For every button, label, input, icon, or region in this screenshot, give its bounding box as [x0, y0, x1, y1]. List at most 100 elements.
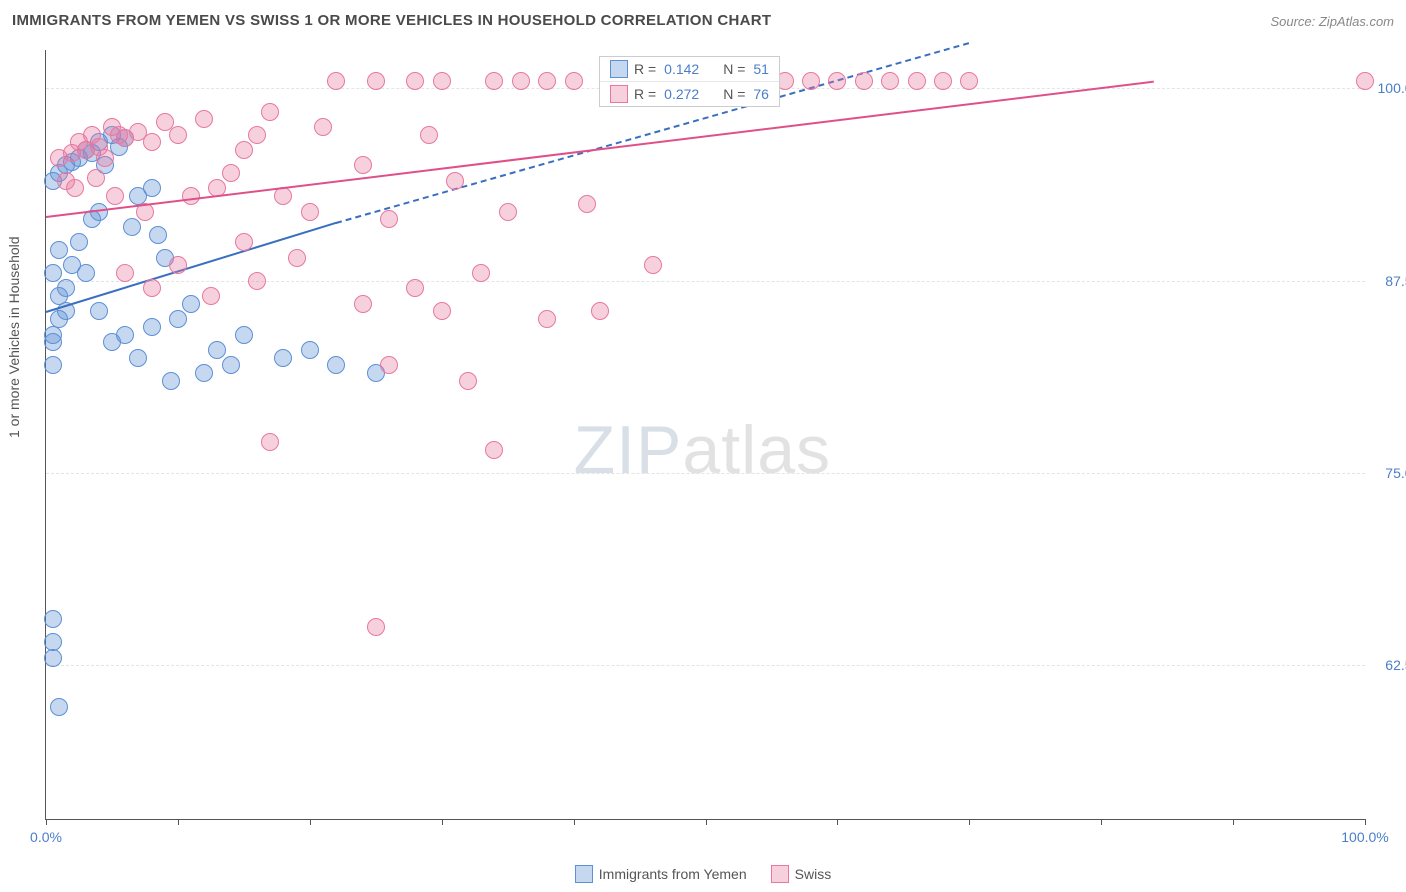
scatter-point-yemen — [274, 349, 292, 367]
scatter-point-yemen — [195, 364, 213, 382]
x-tick-label: 0.0% — [30, 829, 62, 845]
scatter-point-swiss — [66, 179, 84, 197]
swatch-yemen — [610, 60, 628, 78]
scatter-point-yemen — [222, 356, 240, 374]
scatter-point-swiss — [538, 310, 556, 328]
x-tick-mark — [574, 819, 575, 825]
scatter-point-swiss — [354, 295, 372, 313]
scatter-point-swiss — [420, 126, 438, 144]
y-tick-label: 75.0% — [1370, 465, 1406, 481]
scatter-point-yemen — [143, 179, 161, 197]
x-tick-mark — [46, 819, 47, 825]
scatter-point-swiss — [565, 72, 583, 90]
swatch-yemen — [575, 865, 593, 883]
scatter-point-swiss — [802, 72, 820, 90]
scatter-point-yemen — [208, 341, 226, 359]
scatter-point-swiss — [485, 72, 503, 90]
y-tick-label: 100.0% — [1370, 80, 1406, 96]
scatter-point-yemen — [50, 241, 68, 259]
scatter-point-swiss — [459, 372, 477, 390]
x-tick-mark — [310, 819, 311, 825]
r-label: R = — [634, 61, 656, 77]
scatter-point-swiss — [1356, 72, 1374, 90]
scatter-point-swiss — [855, 72, 873, 90]
scatter-point-swiss — [578, 195, 596, 213]
x-tick-mark — [706, 819, 707, 825]
scatter-point-swiss — [106, 187, 124, 205]
legend-label-swiss: Swiss — [795, 866, 832, 882]
x-tick-mark — [1101, 819, 1102, 825]
r-label: R = — [634, 86, 656, 102]
scatter-point-yemen — [301, 341, 319, 359]
stats-legend-row-yemen: R = 0.142 N = 51 — [600, 57, 779, 82]
x-tick-mark — [442, 819, 443, 825]
scatter-point-yemen — [44, 610, 62, 628]
legend-item-yemen: Immigrants from Yemen — [575, 865, 747, 883]
y-axis-label: 1 or more Vehicles in Household — [6, 236, 22, 438]
scatter-point-swiss — [143, 279, 161, 297]
scatter-point-yemen — [44, 356, 62, 374]
chart-plot-area: ZIPatlas 62.5%75.0%87.5%100.0%0.0%100.0% — [45, 50, 1365, 820]
legend-item-swiss: Swiss — [771, 865, 832, 883]
stats-legend: R =0.142N =51R =0.272N =76 — [599, 56, 780, 107]
n-value-yemen: 51 — [753, 61, 769, 77]
gridline-h — [46, 473, 1365, 474]
scatter-point-swiss — [591, 302, 609, 320]
stats-legend-row-swiss: R =0.272N =76 — [600, 82, 779, 106]
scatter-point-yemen — [182, 295, 200, 313]
n-label: N = — [723, 86, 745, 102]
x-tick-mark — [837, 819, 838, 825]
scatter-point-yemen — [77, 264, 95, 282]
x-tick-mark — [1233, 819, 1234, 825]
scatter-point-swiss — [235, 233, 253, 251]
scatter-point-swiss — [116, 264, 134, 282]
scatter-point-swiss — [261, 103, 279, 121]
scatter-point-swiss — [499, 203, 517, 221]
scatter-point-swiss — [446, 172, 464, 190]
scatter-point-swiss — [472, 264, 490, 282]
scatter-point-swiss — [485, 441, 503, 459]
scatter-point-swiss — [934, 72, 952, 90]
scatter-point-yemen — [50, 698, 68, 716]
scatter-point-swiss — [960, 72, 978, 90]
scatter-point-swiss — [248, 126, 266, 144]
source-label: Source: ZipAtlas.com — [1270, 14, 1394, 29]
gridline-h — [46, 665, 1365, 666]
gridline-h — [46, 281, 1365, 282]
swatch-swiss — [610, 85, 628, 103]
x-tick-mark — [969, 819, 970, 825]
scatter-point-swiss — [261, 433, 279, 451]
scatter-point-swiss — [380, 210, 398, 228]
x-tick-mark — [1365, 819, 1366, 825]
y-tick-label: 87.5% — [1370, 273, 1406, 289]
scatter-point-swiss — [301, 203, 319, 221]
scatter-point-swiss — [314, 118, 332, 136]
swatch-swiss — [771, 865, 789, 883]
scatter-point-swiss — [87, 169, 105, 187]
scatter-point-swiss — [380, 356, 398, 374]
scatter-point-swiss — [538, 72, 556, 90]
scatter-point-swiss — [169, 256, 187, 274]
scatter-point-swiss — [202, 287, 220, 305]
scatter-point-swiss — [143, 133, 161, 151]
x-tick-label: 100.0% — [1341, 829, 1388, 845]
scatter-point-yemen — [90, 302, 108, 320]
scatter-point-swiss — [288, 249, 306, 267]
scatter-point-swiss — [235, 141, 253, 159]
scatter-point-yemen — [149, 226, 167, 244]
r-value-swiss: 0.272 — [664, 86, 699, 102]
n-label: N = — [723, 61, 745, 77]
scatter-point-swiss — [354, 156, 372, 174]
scatter-point-yemen — [70, 233, 88, 251]
scatter-point-swiss — [367, 618, 385, 636]
scatter-point-yemen — [44, 333, 62, 351]
scatter-point-swiss — [433, 72, 451, 90]
scatter-point-yemen — [169, 310, 187, 328]
scatter-point-swiss — [367, 72, 385, 90]
scatter-point-swiss — [274, 187, 292, 205]
scatter-point-swiss — [908, 72, 926, 90]
r-value-yemen: 0.142 — [664, 61, 699, 77]
scatter-point-swiss — [169, 126, 187, 144]
scatter-point-swiss — [96, 149, 114, 167]
scatter-point-yemen — [162, 372, 180, 390]
